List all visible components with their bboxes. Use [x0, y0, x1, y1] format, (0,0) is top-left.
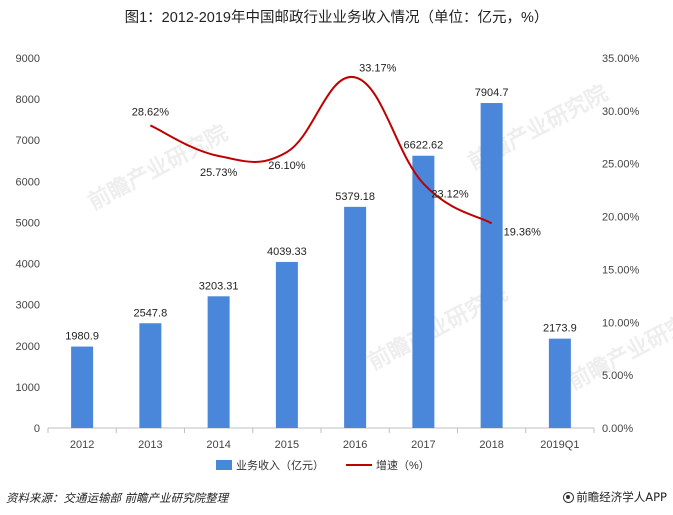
x-tick-label: 2012	[70, 439, 94, 451]
growth-value-label: 25.73%	[200, 167, 238, 179]
x-tick-label: 2018	[479, 439, 503, 451]
bar-value-label: 7904.7	[475, 87, 509, 99]
bar	[207, 296, 230, 428]
bar	[344, 206, 367, 428]
bar-value-label: 2547.8	[134, 307, 168, 319]
x-tick-label: 2014	[206, 439, 230, 451]
x-tick-label: 2017	[411, 439, 435, 451]
bar	[275, 261, 298, 428]
x-tick-label: 2019Q1	[540, 439, 579, 451]
y-left-tick-label: 5000	[16, 217, 40, 229]
source-note: 资料来源：交通运输部 前瞻产业研究院整理	[6, 491, 229, 505]
bar-value-label: 3203.31	[199, 280, 239, 292]
y-left-tick-label: 4000	[16, 259, 40, 271]
bar-value-label: 6622.62	[403, 140, 443, 152]
y-left-tick-label: 2000	[16, 341, 40, 353]
brand-logo-icon	[563, 492, 575, 503]
y-left-tick-label: 6000	[16, 176, 40, 188]
growth-value-label: 19.36%	[504, 226, 542, 238]
bar	[412, 155, 435, 428]
growth-value-label: 33.17%	[359, 62, 397, 74]
bar	[548, 338, 571, 428]
y-right-tick-label: 25.00%	[602, 159, 640, 171]
growth-line	[149, 76, 493, 225]
y-right-tick-label: 10.00%	[602, 317, 640, 329]
bar-value-label: 1980.9	[65, 331, 99, 343]
growth-value-label: 23.12%	[431, 189, 469, 201]
y-right-tick-label: 0.00%	[602, 423, 633, 435]
x-tick-label: 2016	[343, 439, 367, 451]
brand-name: 前瞻经济学人APP	[576, 490, 667, 504]
x-tick-label: 2015	[275, 439, 299, 451]
y-left-tick-label: 3000	[16, 300, 40, 312]
y-left-tick-label: 1000	[16, 382, 40, 394]
y-left-tick-label: 9000	[16, 53, 40, 65]
y-right-tick-label: 5.00%	[602, 370, 633, 382]
legend-bar-swatch	[216, 460, 232, 470]
bar	[480, 103, 503, 429]
growth-value-label: 28.62%	[132, 106, 170, 118]
bar-value-label: 5379.18	[335, 191, 375, 203]
y-right-tick-label: 30.00%	[602, 106, 640, 118]
legend-bar-label: 业务收入（亿元）	[236, 458, 324, 472]
y-left-tick-label: 0	[34, 423, 40, 435]
y-right-tick-label: 15.00%	[602, 264, 640, 276]
y-left-tick-label: 7000	[16, 135, 40, 147]
bar	[139, 323, 162, 428]
y-right-tick-label: 20.00%	[602, 212, 640, 224]
bar-value-label: 4039.33	[267, 246, 307, 258]
x-tick-label: 2013	[138, 439, 162, 451]
bar-value-label: 2173.9	[543, 323, 577, 335]
y-right-tick-label: 35.00%	[602, 53, 640, 65]
y-left-tick-label: 8000	[16, 94, 40, 106]
chart-title: 图1：2012-2019年中国邮政行业业务收入情况（单位：亿元，%）	[124, 10, 549, 26]
brand-credit: 前瞻经济学人APP	[563, 489, 667, 505]
growth-value-label: 26.10%	[268, 160, 306, 172]
bar	[71, 346, 94, 428]
legend-line-label: 增速（%）	[376, 458, 430, 472]
